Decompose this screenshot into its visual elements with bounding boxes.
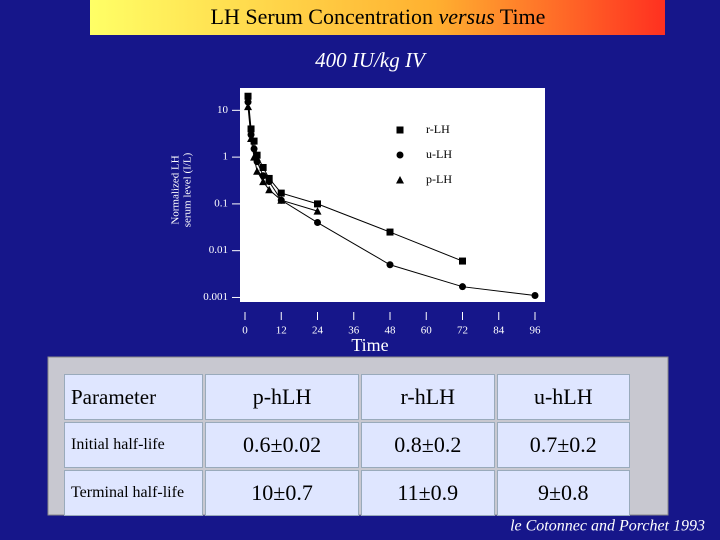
y-tick-label: 10: [217, 104, 229, 116]
table-cell: 11±0.9: [361, 470, 495, 516]
table-header: Parameter: [64, 374, 203, 420]
table-cell: 0.7±0.2: [496, 422, 630, 468]
table-cell: 9±0.8: [496, 470, 630, 516]
data-point: [277, 196, 286, 204]
table-header: r-hLH: [361, 374, 495, 420]
data-point: [531, 292, 539, 300]
x-tick-label: 36: [348, 325, 360, 337]
y-tick-label: 0.1: [214, 197, 228, 209]
data-point: [244, 92, 252, 100]
data-point: [259, 177, 268, 186]
plot-area: [240, 88, 545, 302]
table-cell: Terminal half-life: [64, 470, 203, 516]
y-axis-label: serum level (I/L): [182, 152, 194, 227]
data-point: [244, 102, 253, 111]
data-point: [396, 151, 404, 159]
x-tick-label: 84: [493, 325, 505, 337]
title-bar: [90, 0, 665, 35]
data-point: [386, 261, 394, 269]
data-point: [253, 167, 262, 175]
x-tick-label: 48: [385, 325, 397, 337]
data-point: [250, 153, 259, 161]
data-point: [313, 207, 322, 215]
data-point: [277, 189, 285, 197]
data-point: [314, 219, 321, 227]
y-tick-label: 1: [223, 151, 229, 163]
table-cell: 10±0.7: [205, 470, 360, 516]
table-header: u-hLH: [496, 374, 630, 420]
slide-title: LH Serum Concentration versus Time: [211, 4, 546, 29]
data-point: [459, 283, 466, 291]
legend-label: r-LH: [426, 122, 450, 136]
data-point: [386, 228, 394, 236]
data-point: [247, 134, 256, 142]
data-point: [396, 126, 404, 134]
data-point: [247, 125, 255, 133]
parameter-table: Parameter p-hLH r-hLH u-hLH Initial half-li…: [62, 372, 632, 518]
legend-label: u-LH: [426, 147, 452, 161]
table-cell: Initial half-life: [64, 422, 203, 468]
data-point: [265, 178, 273, 186]
table-cell: 0.6±0.02: [205, 422, 360, 468]
subtitle: 400 IU/kg IV: [315, 48, 427, 72]
table-cell: 0.8±0.2: [361, 422, 495, 468]
y-axis-label: Normalized LH: [170, 155, 182, 224]
x-tick-label: 12: [276, 325, 287, 337]
data-point: [265, 185, 274, 194]
legend-label: p-LH: [426, 172, 452, 186]
x-tick-label: 60: [421, 325, 433, 337]
x-tick-label: 24: [312, 325, 324, 337]
y-tick-label: 0.001: [203, 291, 228, 303]
table-header: p-hLH: [205, 374, 360, 420]
x-tick-label: 72: [457, 325, 468, 337]
citation: le Cotonnec and Porchet 1993: [510, 518, 705, 535]
x-tick-label: 96: [530, 325, 542, 337]
data-point: [250, 145, 258, 153]
x-axis-label: Time: [351, 335, 388, 355]
x-tick-label: 0: [242, 325, 248, 337]
data-point: [244, 98, 252, 106]
data-point: [259, 172, 267, 180]
data-point: [396, 176, 404, 184]
data-point: [459, 257, 466, 265]
data-point: [259, 163, 267, 171]
data-point: [253, 151, 261, 159]
data-point: [314, 200, 321, 208]
y-tick-label: 0.01: [209, 244, 228, 256]
